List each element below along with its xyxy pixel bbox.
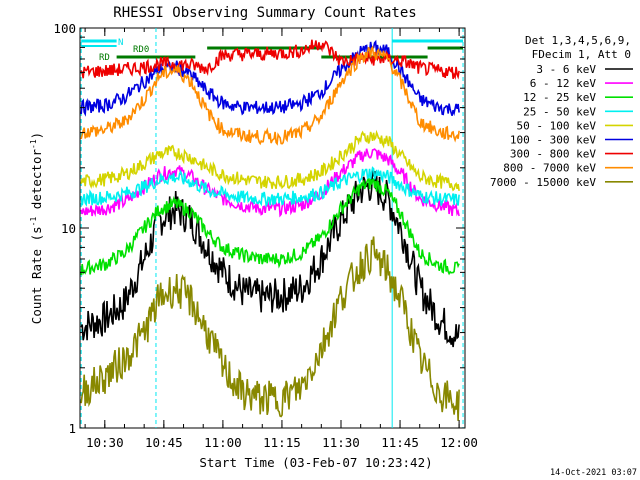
x-tick-label: 10:30	[86, 435, 124, 450]
axis-ticks: 10:30 10:45 11:00 11:15 11:30 11:45 12:00 1 10 10…	[53, 21, 477, 450]
series-line	[80, 39, 460, 81]
x-tick-label: 10:45	[145, 435, 183, 450]
series-line	[80, 166, 460, 208]
series-line	[80, 45, 460, 146]
x-tick-label: 11:15	[263, 435, 301, 450]
series-layer	[80, 39, 460, 421]
legend-label: 800 - 7000 keV	[503, 162, 596, 175]
legend-label: 25 - 50 keV	[523, 105, 596, 118]
legend-label: 12 - 25 keV	[523, 91, 596, 104]
annotation-rd: RD	[99, 53, 110, 63]
legend-label: 3 - 6 keV	[536, 63, 596, 76]
chart-title: RHESSI Observing Summary Count Rates	[113, 5, 416, 21]
x-tick-label: 11:30	[322, 435, 360, 450]
legend-label: 6 - 12 keV	[530, 77, 597, 90]
series-line	[80, 39, 460, 117]
plot-area: 10:30 10:45 11:00 11:15 11:30 11:45 12:00 1 10 10…	[53, 21, 477, 450]
x-tick-label: 11:00	[204, 435, 242, 450]
legend-header-line2: FDecim 1, Att 0	[532, 48, 631, 61]
series-line	[80, 177, 460, 276]
y-tick-label: 1	[68, 421, 76, 436]
x-tick-label: 11:45	[381, 435, 419, 450]
y-tick-label: 100	[53, 21, 76, 36]
series-line	[80, 236, 460, 421]
legend-label: 300 - 800 keV	[510, 148, 596, 161]
annotation-n: N	[118, 38, 123, 48]
y-axis-label: Count Rate (s-1 detector-1)	[29, 132, 44, 324]
series-line	[80, 169, 460, 348]
y-tick-label: 10	[61, 221, 76, 236]
annotation-rd0: RD0	[133, 45, 149, 55]
x-tick-label: 12:00	[440, 435, 478, 450]
legend-header-line1: Det 1,3,4,5,6,9,	[525, 34, 631, 47]
footer-timestamp: 14-Oct-2021 03:07	[550, 468, 637, 478]
legend-label: 50 - 100 keV	[517, 119, 597, 132]
legend-label: 7000 - 15000 keV	[490, 176, 596, 189]
legend: Det 1,3,4,5,6,9, FDecim 1, Att 0 3 - 6 k…	[490, 34, 633, 189]
series-line	[80, 129, 460, 192]
legend-label: 100 - 300 keV	[510, 134, 596, 147]
series-line	[80, 148, 460, 218]
x-axis-label: Start Time (03-Feb-07 10:23:42)	[199, 455, 432, 470]
